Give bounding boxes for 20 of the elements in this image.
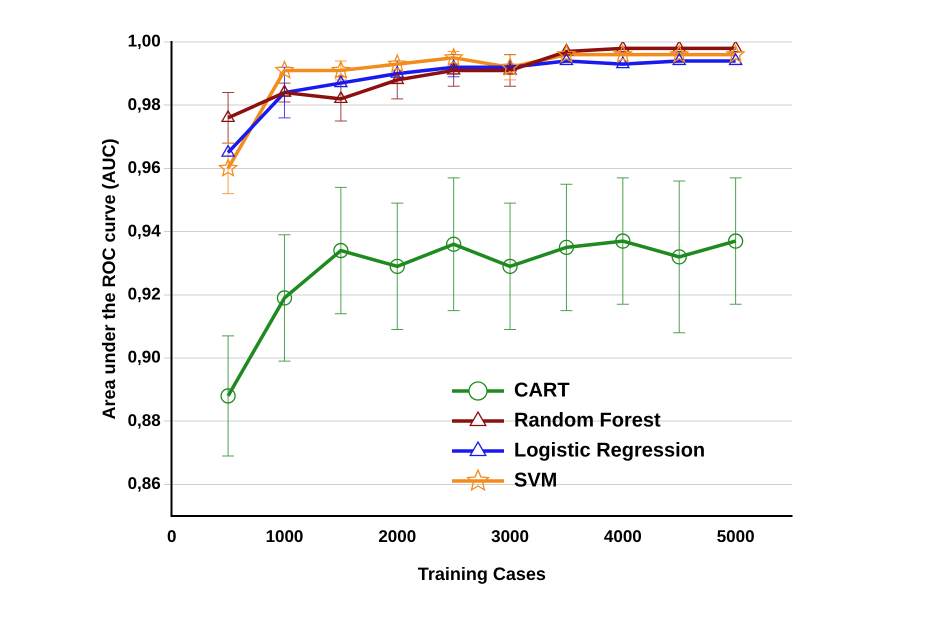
legend-label: CART xyxy=(514,380,570,402)
y-tick-label: 0,98 xyxy=(128,94,161,114)
legend-label: SVM xyxy=(514,470,558,492)
y-tick-label: 0,96 xyxy=(128,158,161,178)
x-tick-label: 0 xyxy=(166,526,176,546)
x-tick-label: 5000 xyxy=(716,526,755,546)
x-tick-label: 4000 xyxy=(604,526,642,546)
y-tick-label: 0,94 xyxy=(128,221,162,240)
y-tick-label: 0,92 xyxy=(128,284,161,304)
x-tick-label: 2000 xyxy=(378,526,416,546)
y-tick-label: 0,86 xyxy=(128,474,161,494)
x-tick-label: 1000 xyxy=(266,526,304,546)
legend-label: Random Forest xyxy=(514,410,662,432)
y-tick-label: 1,00 xyxy=(128,32,161,51)
y-axis-title: Area under the ROC curve (AUC) xyxy=(98,138,119,420)
y-tick-label: 0,90 xyxy=(128,348,161,367)
x-tick-label: 3000 xyxy=(491,526,529,546)
x-axis-title: Training Cases xyxy=(418,564,546,584)
legend-label: Logistic Regression xyxy=(514,440,706,462)
y-tick-label: 0,88 xyxy=(128,410,161,430)
